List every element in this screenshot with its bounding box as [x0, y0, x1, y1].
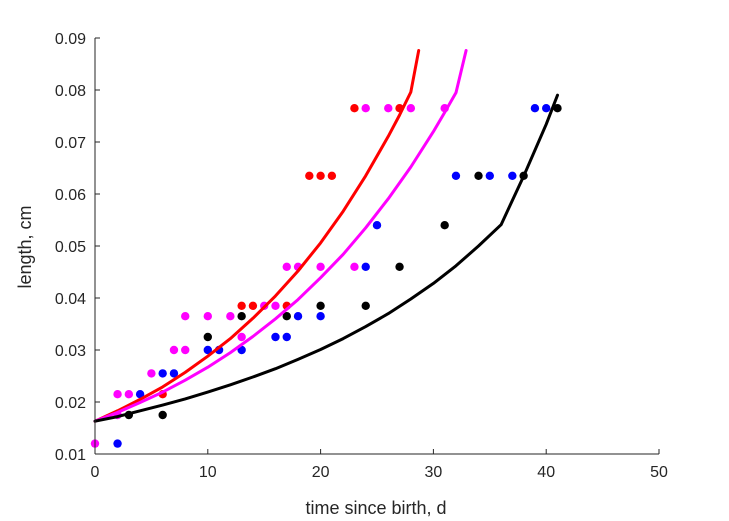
data-point: [158, 369, 167, 378]
data-point: [282, 332, 291, 342]
data-point: [147, 369, 156, 378]
x-tick-label: 50: [650, 464, 668, 481]
data-point: [384, 104, 393, 113]
data-point: [282, 262, 291, 271]
data-point: [169, 369, 179, 378]
axes: 0 10 20 30 40 50 0.01 0.02 0.03 0.04 0.05 0.06 0.07 0…: [55, 31, 668, 481]
data-point: [542, 104, 551, 113]
x-tick-label: 30: [425, 464, 443, 481]
data-point: [361, 104, 370, 113]
data-point: [282, 312, 291, 321]
x-tick-label: 0: [91, 464, 100, 481]
data-point: [350, 262, 359, 271]
data-point: [135, 390, 145, 399]
y-tick-label: 0.09: [55, 31, 86, 48]
data-point: [395, 262, 404, 271]
data-point: [451, 171, 461, 180]
x-axis-label: time since birth, d: [305, 498, 446, 518]
y-tick-label: 0.03: [55, 343, 86, 360]
x-tick-label: 10: [199, 464, 217, 481]
fit-curve-3: [93, 93, 559, 423]
data-point: [237, 301, 246, 310]
data-point: [508, 171, 517, 180]
data-point: [169, 345, 179, 355]
y-tick-label: 0.08: [55, 83, 86, 100]
data-point: [305, 171, 314, 180]
data-point: [181, 312, 190, 321]
series-3: [124, 104, 562, 420]
data-point: [316, 262, 325, 271]
data-point: [237, 312, 246, 321]
data-point: [124, 390, 134, 399]
y-axis-label: length, cm: [15, 205, 35, 288]
data-point: [406, 104, 416, 113]
data-point: [237, 332, 246, 342]
data-point: [361, 301, 370, 310]
data-point: [316, 171, 325, 180]
data-point: [271, 301, 280, 310]
data-point: [203, 332, 212, 342]
data-point: [203, 312, 212, 321]
data-point: [271, 332, 280, 342]
data-point: [350, 104, 359, 113]
fit-curve-0: [93, 49, 421, 423]
y-tick-label: 0.06: [55, 187, 86, 204]
data-point: [181, 345, 190, 355]
data-point: [158, 410, 167, 420]
y-tick-label: 0.07: [55, 135, 86, 152]
data-point: [372, 221, 382, 230]
y-tick-label: 0.04: [55, 291, 86, 308]
data-point: [226, 312, 235, 321]
data-point: [316, 301, 325, 310]
data-point: [327, 171, 337, 180]
data-point: [316, 312, 325, 321]
data-point: [485, 171, 494, 180]
y-tick-label: 0.01: [55, 447, 86, 464]
data-point: [530, 104, 540, 113]
x-tick-label: 40: [537, 464, 555, 481]
data-point: [361, 262, 370, 271]
data-point: [474, 171, 483, 180]
y-tick-label: 0.05: [55, 239, 86, 256]
x-tick-label: 20: [312, 464, 330, 481]
series-2: [113, 104, 551, 448]
plot-area: [90, 49, 562, 448]
fit-curve-1: [93, 49, 468, 423]
data-point: [113, 390, 122, 399]
data-point: [248, 301, 258, 310]
data-point: [113, 439, 122, 448]
data-point: [553, 104, 562, 113]
data-point: [203, 345, 212, 355]
y-tick-label: 0.02: [55, 395, 86, 412]
data-point: [440, 221, 449, 230]
data-point: [293, 312, 303, 321]
